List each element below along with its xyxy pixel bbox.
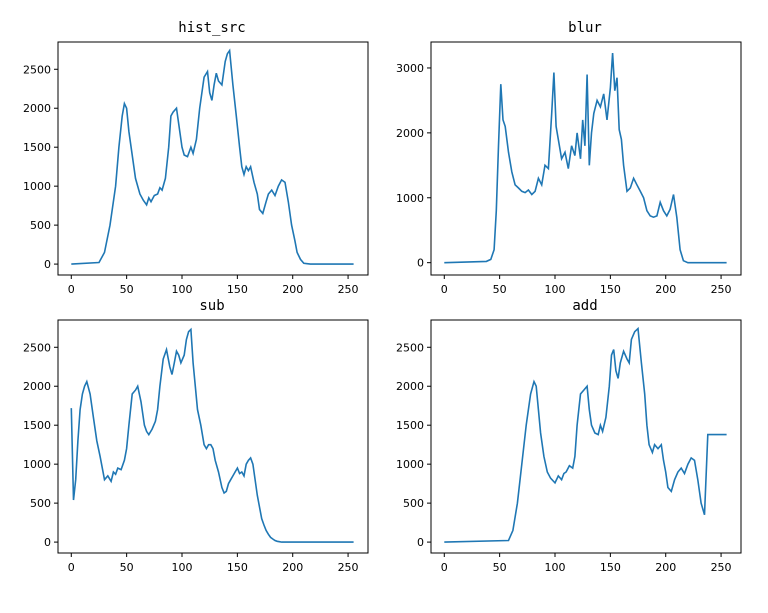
x-ticks: 0 50 100 150 200 250 (441, 553, 732, 574)
x-tick-label: 0 (68, 561, 75, 574)
series-line (444, 52, 727, 264)
y-tick-label: 1500 (23, 141, 51, 154)
x-tick-label: 100 (545, 561, 566, 574)
x-ticks: 0 50 100 150 200 250 (68, 275, 359, 296)
x-tick-label: 150 (600, 283, 621, 296)
y-tick-label: 2000 (396, 380, 424, 393)
x-tick-label: 50 (493, 561, 507, 574)
y-tick-label: 0 (417, 536, 424, 549)
x-tick-label: 200 (655, 283, 676, 296)
y-ticks: 0 500 1000 1500 2000 2500 (23, 341, 58, 549)
subplot-hist-src: hist_src 0 50 100 150 200 250 0 500 1000 1500 200… (23, 20, 369, 296)
x-tick-label: 100 (172, 283, 193, 296)
subplot-blur: blur 0 50 100 150 200 250 0 1000 2000 3000 (396, 20, 742, 296)
y-tick-label: 0 (417, 257, 424, 270)
y-ticks: 0 500 1000 1500 2000 2500 (23, 63, 58, 271)
y-tick-label: 2500 (23, 341, 51, 354)
y-tick-label: 3000 (396, 62, 424, 75)
y-tick-label: 0 (44, 536, 51, 549)
subplot-title: sub (199, 298, 224, 314)
y-tick-label: 2000 (23, 380, 51, 393)
y-tick-label: 2500 (396, 341, 424, 354)
x-tick-label: 0 (441, 283, 448, 296)
x-tick-label: 150 (227, 561, 248, 574)
axes-frame (430, 319, 742, 554)
axes-frame (57, 319, 369, 554)
y-tick-label: 1000 (23, 458, 51, 471)
x-tick-label: 50 (120, 561, 134, 574)
y-tick-label: 1000 (23, 180, 51, 193)
subplot-sub: sub 0 50 100 150 200 250 0 500 1000 1500 2000 2500 (23, 298, 369, 574)
y-tick-label: 2500 (23, 63, 51, 76)
x-ticks: 0 50 100 150 200 250 (68, 553, 359, 574)
y-ticks: 0 500 1000 1500 2000 2500 (396, 341, 431, 549)
axes-frame (430, 41, 742, 276)
y-tick-label: 1000 (396, 192, 424, 205)
axes-frame (57, 41, 369, 276)
x-tick-label: 200 (282, 561, 303, 574)
y-tick-label: 500 (30, 219, 51, 232)
x-ticks: 0 50 100 150 200 250 (441, 275, 732, 296)
series-line (70, 327, 354, 543)
y-ticks: 0 1000 2000 3000 (396, 62, 431, 270)
x-tick-label: 200 (655, 561, 676, 574)
x-tick-label: 250 (338, 561, 359, 574)
y-tick-label: 1500 (396, 419, 424, 432)
series-line (71, 48, 354, 265)
y-tick-label: 500 (30, 497, 51, 510)
x-tick-label: 50 (493, 283, 507, 296)
x-tick-label: 250 (711, 561, 732, 574)
subplot-title: hist_src (178, 20, 245, 36)
series-line (444, 326, 727, 543)
subplot-add: add 0 50 100 150 200 250 0 500 1000 1500 2000 2500 (396, 298, 742, 574)
x-tick-label: 250 (338, 283, 359, 296)
x-tick-label: 250 (711, 283, 732, 296)
y-tick-label: 1500 (23, 419, 51, 432)
y-tick-label: 500 (403, 497, 424, 510)
x-tick-label: 100 (172, 561, 193, 574)
y-tick-label: 1000 (396, 458, 424, 471)
y-tick-label: 0 (44, 258, 51, 271)
x-tick-label: 200 (282, 283, 303, 296)
x-tick-label: 0 (68, 283, 75, 296)
x-tick-label: 50 (120, 283, 134, 296)
subplot-title: blur (568, 20, 602, 36)
y-tick-label: 2000 (396, 127, 424, 140)
subplot-title: add (572, 298, 597, 314)
x-tick-label: 100 (545, 283, 566, 296)
x-tick-label: 150 (600, 561, 621, 574)
x-tick-label: 0 (441, 561, 448, 574)
x-tick-label: 150 (227, 283, 248, 296)
y-tick-label: 2000 (23, 102, 51, 115)
